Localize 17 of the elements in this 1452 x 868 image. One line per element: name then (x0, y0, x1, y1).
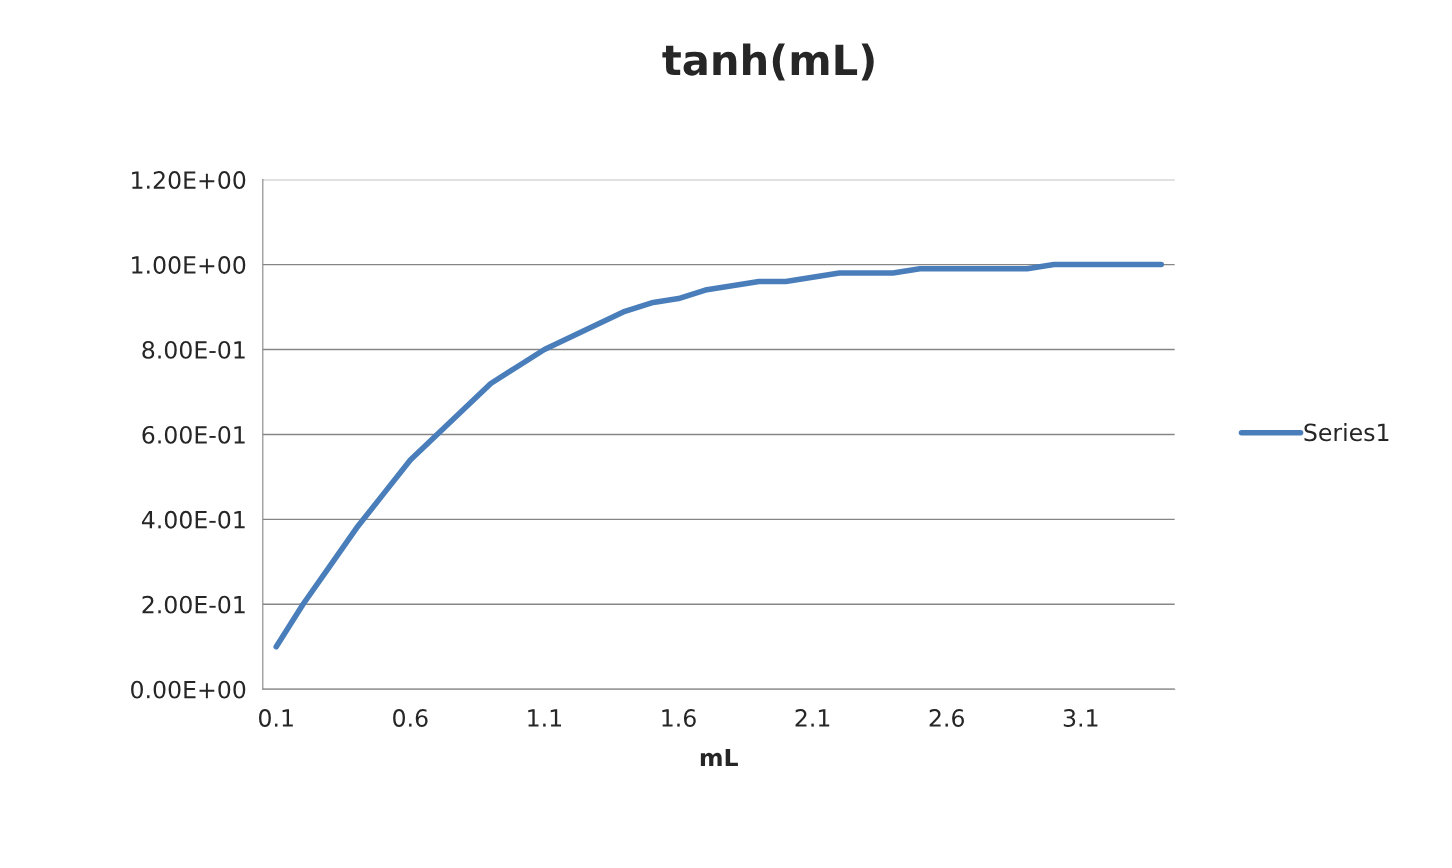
y-tick-label: 0.00E+00 (131, 680, 246, 699)
x-tick-label: 2.1 (795, 709, 830, 727)
y-tick-label: 1.00E+00 (132, 256, 246, 274)
x-tick-label: 0.1 (259, 709, 293, 727)
legend-label: Series1 (1304, 423, 1389, 442)
y-tick-label: 4.00E-01 (141, 510, 245, 529)
y-tick-label: 8.00E-01 (142, 340, 245, 359)
y-tick-label: 6.00E-01 (142, 425, 245, 444)
x-tick-label: 1.1 (528, 709, 562, 727)
y-tick-label: 1.20E+00 (132, 171, 246, 189)
chart-title: tanh(mL) (662, 43, 874, 81)
x-tick-label: 0.6 (393, 709, 428, 727)
x-tick-label: 3.1 (1063, 709, 1098, 727)
x-axis-title: mL (700, 748, 738, 767)
y-tick-label: 2.00E-01 (142, 595, 245, 614)
x-tick-label: 2.6 (929, 709, 964, 727)
x-tick-label: 1.6 (662, 709, 696, 727)
